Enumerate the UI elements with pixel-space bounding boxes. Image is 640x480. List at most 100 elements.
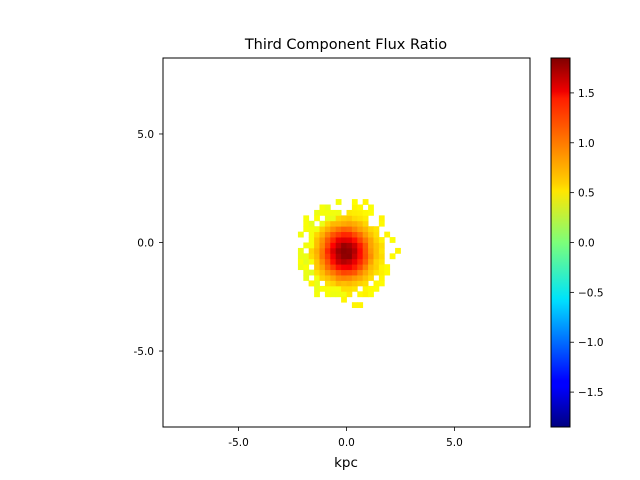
heatmap-pixel (335, 226, 342, 233)
x-tick-label: 5.0 (446, 437, 463, 449)
heatmap-pixel (368, 258, 374, 265)
heatmap-pixel (303, 253, 310, 260)
heatmap-pixel (378, 264, 385, 271)
heatmap-pixel (308, 269, 315, 276)
heatmap-pixel (373, 285, 380, 292)
heatmap-pixel (346, 242, 353, 249)
heatmap-pixel (368, 264, 374, 271)
heatmap-pixel (308, 237, 315, 243)
heatmap-pixel (330, 269, 337, 276)
heatmap-pixel (368, 204, 374, 211)
heatmap-pixel (314, 258, 320, 265)
heatmap-pixel (351, 264, 358, 271)
heatmap-pixel (362, 237, 369, 243)
heatmap-pixel (351, 247, 358, 254)
heatmap-pixel (308, 253, 315, 260)
heatmap-pixel (357, 242, 364, 249)
heatmap-pixel (314, 215, 320, 222)
heatmap-pixel (303, 242, 310, 249)
heatmap-pixel (346, 209, 353, 216)
heatmap-pixel (303, 258, 310, 265)
heatmap-pixel (335, 269, 342, 276)
heatmap-pixel (314, 280, 320, 287)
heatmap-pixel (324, 253, 331, 260)
heatmap-pixel (351, 226, 358, 233)
heatmap-pixel (319, 258, 326, 265)
heatmap-pixel (330, 226, 337, 233)
heatmap-pixel (341, 247, 347, 254)
heatmap-pixel (373, 258, 380, 265)
heatmap-pixel (362, 209, 369, 216)
heatmap-pixel (324, 247, 331, 254)
heatmap-pixel (314, 275, 320, 281)
heatmap-pixel (378, 242, 385, 249)
y-tick-label: -5.0 (134, 346, 155, 358)
heatmap-pixel (330, 237, 337, 243)
heatmap-pixel (335, 258, 342, 265)
heatmap-pixel (373, 226, 380, 233)
heatmap-pixel (324, 242, 331, 249)
heatmap-pixel (368, 247, 374, 254)
heatmap-pixel (351, 237, 358, 243)
heatmap-pixel (357, 220, 364, 227)
heatmap-pixel (357, 247, 364, 254)
heatmap-pixel (324, 237, 331, 243)
heatmap-pixel (368, 253, 374, 260)
heatmap-pixel (308, 242, 315, 249)
heatmap-pixel (335, 285, 342, 292)
heatmap-pixel (330, 285, 337, 292)
heatmap-pixel (378, 215, 385, 222)
heatmap-pixel (324, 264, 331, 271)
heatmap-pixel (341, 275, 347, 281)
heatmap-pixel (346, 220, 353, 227)
heatmap-pixel (297, 231, 304, 238)
heatmap-pixel (341, 269, 347, 276)
heatmap-pixel (341, 253, 347, 260)
heatmap-pixel (357, 280, 364, 287)
heatmap-pixel (373, 237, 380, 243)
heatmap-pixel (362, 220, 369, 227)
heatmap-pixel (303, 220, 310, 227)
heatmap-pixel (324, 285, 331, 292)
heatmap-pixel (308, 226, 315, 233)
heatmap-pixel (324, 220, 331, 227)
y-axis-ticks: -5.0 0.0 5.0 (134, 129, 163, 358)
heatmap-pixel (319, 269, 326, 276)
heatmap-pixel (314, 242, 320, 249)
heatmap-pixel (324, 275, 331, 281)
heatmap-pixel (357, 237, 364, 243)
y-tick-label: 0.0 (137, 238, 154, 250)
heatmap-pixel (368, 269, 374, 276)
heatmap-pixel (362, 291, 369, 298)
heatmap-pixel (341, 237, 347, 243)
heatmap-pixel (335, 231, 342, 238)
heatmap-pixel (335, 237, 342, 243)
heatmap-pixel (373, 242, 380, 249)
heatmap-pixel (319, 226, 326, 233)
heatmap-pixel (319, 285, 326, 292)
heatmap-pixel (357, 209, 364, 216)
heatmap-pixel (319, 242, 326, 249)
heatmap-pixel (346, 264, 353, 271)
heatmap-pixel (357, 204, 364, 211)
heatmap-pixel (351, 231, 358, 238)
heatmap-pixel (330, 280, 337, 287)
heatmap-pixel (357, 264, 364, 271)
heatmap-pixel (335, 220, 342, 227)
heatmap-pixel (314, 226, 320, 233)
heatmap-pixel (351, 220, 358, 227)
heatmap-pixel (373, 280, 380, 287)
heatmap-pixel (324, 269, 331, 276)
heatmap-pixel (368, 209, 374, 216)
heatmap-pixel (341, 231, 347, 238)
heatmap-pixel (319, 231, 326, 238)
heatmap-pixel (384, 231, 391, 238)
heatmap-pixel (314, 253, 320, 260)
heatmap-pixel (362, 264, 369, 271)
heatmap-pixel (378, 280, 385, 287)
chart-title: Third Component Flux Ratio (244, 37, 447, 53)
heatmap-pixel (378, 237, 385, 243)
heatmap-pixel (362, 280, 369, 287)
heatmap-pixel (335, 280, 342, 287)
